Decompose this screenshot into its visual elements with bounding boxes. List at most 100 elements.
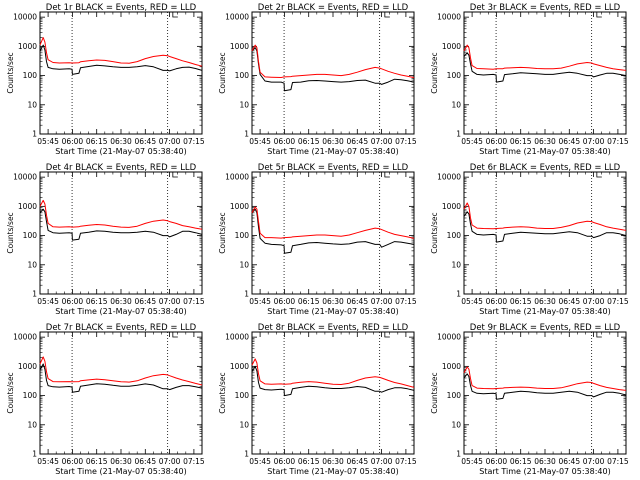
panel-title: Det 7r BLACK = Events, RED = LLD	[46, 323, 197, 333]
x-tick-label: 06:45	[346, 297, 368, 306]
panel-title: Det 8r BLACK = Events, RED = LLD	[258, 323, 409, 333]
y-tick-label: 100	[23, 71, 38, 80]
corner-marker	[384, 172, 390, 178]
plot-frame	[463, 11, 627, 135]
y-tick-label: 10000	[13, 13, 37, 22]
x-tick-label: 07:00	[159, 137, 181, 146]
y-tick-label: 1	[244, 130, 249, 139]
x-tick-label: 06:00	[486, 457, 508, 466]
detector-panel: Det 1r BLACK = Events, RED = LLD 1 10 100 10…	[6, 3, 205, 156]
events-series-line	[463, 373, 627, 400]
x-tick-label: 07:15	[183, 297, 205, 306]
x-tick-label: 07:15	[607, 137, 629, 146]
events-series-line	[251, 47, 415, 92]
y-tick-label: 1000	[18, 42, 37, 51]
detector-panel: Det 3r BLACK = Events, RED = LLD 1 10 100 10…	[430, 3, 629, 156]
x-tick-label: 06:45	[558, 297, 580, 306]
x-tick-label: 06:15	[298, 457, 320, 466]
y-tick-label: 10	[239, 100, 249, 109]
y-tick-label: 10000	[225, 173, 249, 182]
x-tick-label: 05:45	[37, 457, 59, 466]
x-tick-label: 05:45	[461, 297, 483, 306]
y-tick-label: 100	[235, 391, 250, 400]
y-axis-label: Counts/sec	[430, 372, 439, 413]
detector-panel: Det 5r BLACK = Events, RED = LLD 1 10 100 10…	[218, 163, 417, 316]
detector-panel: Det 4r BLACK = Events, RED = LLD 1 10 100 10…	[6, 163, 205, 316]
events-series-line	[463, 52, 627, 83]
x-tick-label: 06:00	[486, 137, 508, 146]
y-tick-label: 1000	[230, 202, 249, 211]
x-tick-label: 06:00	[62, 457, 84, 466]
x-tick-label: 06:00	[486, 297, 508, 306]
x-tick-label: 07:15	[183, 137, 205, 146]
y-tick-label: 1000	[230, 362, 249, 371]
x-tick-label: 07:00	[371, 457, 393, 466]
y-tick-label: 1	[244, 290, 249, 299]
x-tick-label: 05:45	[249, 137, 271, 146]
x-tick-label: 05:45	[37, 297, 59, 306]
y-tick-label: 100	[447, 231, 462, 240]
plot-frame	[251, 331, 415, 455]
plot-frame	[463, 171, 627, 295]
x-tick-label: 07:15	[395, 457, 417, 466]
detector-panel: Det 7r BLACK = Events, RED = LLD 1 10 100 10…	[6, 323, 205, 476]
events-series-line	[39, 363, 203, 393]
y-tick-label: 10	[239, 420, 249, 429]
x-axis-label: Start Time (21-May-07 05:38:40)	[479, 307, 610, 316]
y-tick-label: 1	[456, 130, 461, 139]
lld-series-line	[251, 44, 415, 79]
events-series-line	[463, 211, 627, 243]
x-tick-label: 06:30	[534, 297, 556, 306]
panel-title: Det 5r BLACK = Events, RED = LLD	[258, 163, 409, 173]
x-tick-label: 06:15	[86, 457, 108, 466]
x-tick-label: 06:00	[62, 297, 84, 306]
x-axis-label: Start Time (21-May-07 05:38:40)	[479, 147, 610, 156]
x-tick-label: 06:45	[134, 457, 156, 466]
plot-frame	[39, 331, 203, 455]
y-tick-label: 100	[23, 231, 38, 240]
x-tick-label: 06:45	[558, 137, 580, 146]
x-tick-label: 06:15	[298, 137, 320, 146]
events-series-line	[39, 208, 203, 241]
y-tick-label: 10	[451, 100, 461, 109]
y-tick-label: 10000	[437, 333, 461, 342]
y-tick-label: 1	[244, 450, 249, 459]
corner-marker	[172, 12, 178, 18]
panel-title: Det 2r BLACK = Events, RED = LLD	[258, 3, 409, 13]
y-tick-label: 1000	[230, 42, 249, 51]
lld-series-line	[463, 202, 627, 231]
y-axis-label: Counts/sec	[218, 212, 227, 253]
y-tick-label: 10000	[437, 13, 461, 22]
x-axis-label: Start Time (21-May-07 05:38:40)	[479, 467, 610, 476]
lld-series-line	[251, 206, 415, 239]
y-tick-label: 10000	[13, 333, 37, 342]
y-axis-label: Counts/sec	[430, 212, 439, 253]
panel-title: Det 4r BLACK = Events, RED = LLD	[46, 163, 197, 173]
y-tick-label: 100	[447, 71, 462, 80]
x-tick-label: 06:45	[134, 297, 156, 306]
x-tick-label: 06:15	[510, 137, 532, 146]
y-tick-label: 100	[447, 391, 462, 400]
y-tick-label: 1000	[442, 362, 461, 371]
x-axis-label: Start Time (21-May-07 05:38:40)	[267, 307, 398, 316]
y-tick-label: 10000	[13, 173, 37, 182]
corner-marker	[596, 332, 602, 338]
y-tick-label: 100	[23, 391, 38, 400]
x-tick-label: 07:15	[395, 137, 417, 146]
x-tick-label: 06:30	[110, 457, 132, 466]
y-tick-label: 10	[27, 260, 37, 269]
x-tick-label: 06:15	[510, 457, 532, 466]
panel-title: Det 6r BLACK = Events, RED = LLD	[470, 163, 621, 173]
y-tick-label: 10	[27, 420, 37, 429]
y-axis-label: Counts/sec	[6, 52, 15, 93]
y-tick-label: 10	[451, 420, 461, 429]
x-tick-label: 06:15	[510, 297, 532, 306]
y-tick-label: 10	[27, 100, 37, 109]
detector-panel: Det 8r BLACK = Events, RED = LLD 1 10 100 10…	[218, 323, 417, 476]
x-tick-label: 06:00	[62, 137, 84, 146]
plot-frame	[39, 11, 203, 135]
y-tick-label: 100	[235, 231, 250, 240]
x-tick-label: 07:15	[607, 457, 629, 466]
lld-series-line	[463, 366, 627, 391]
